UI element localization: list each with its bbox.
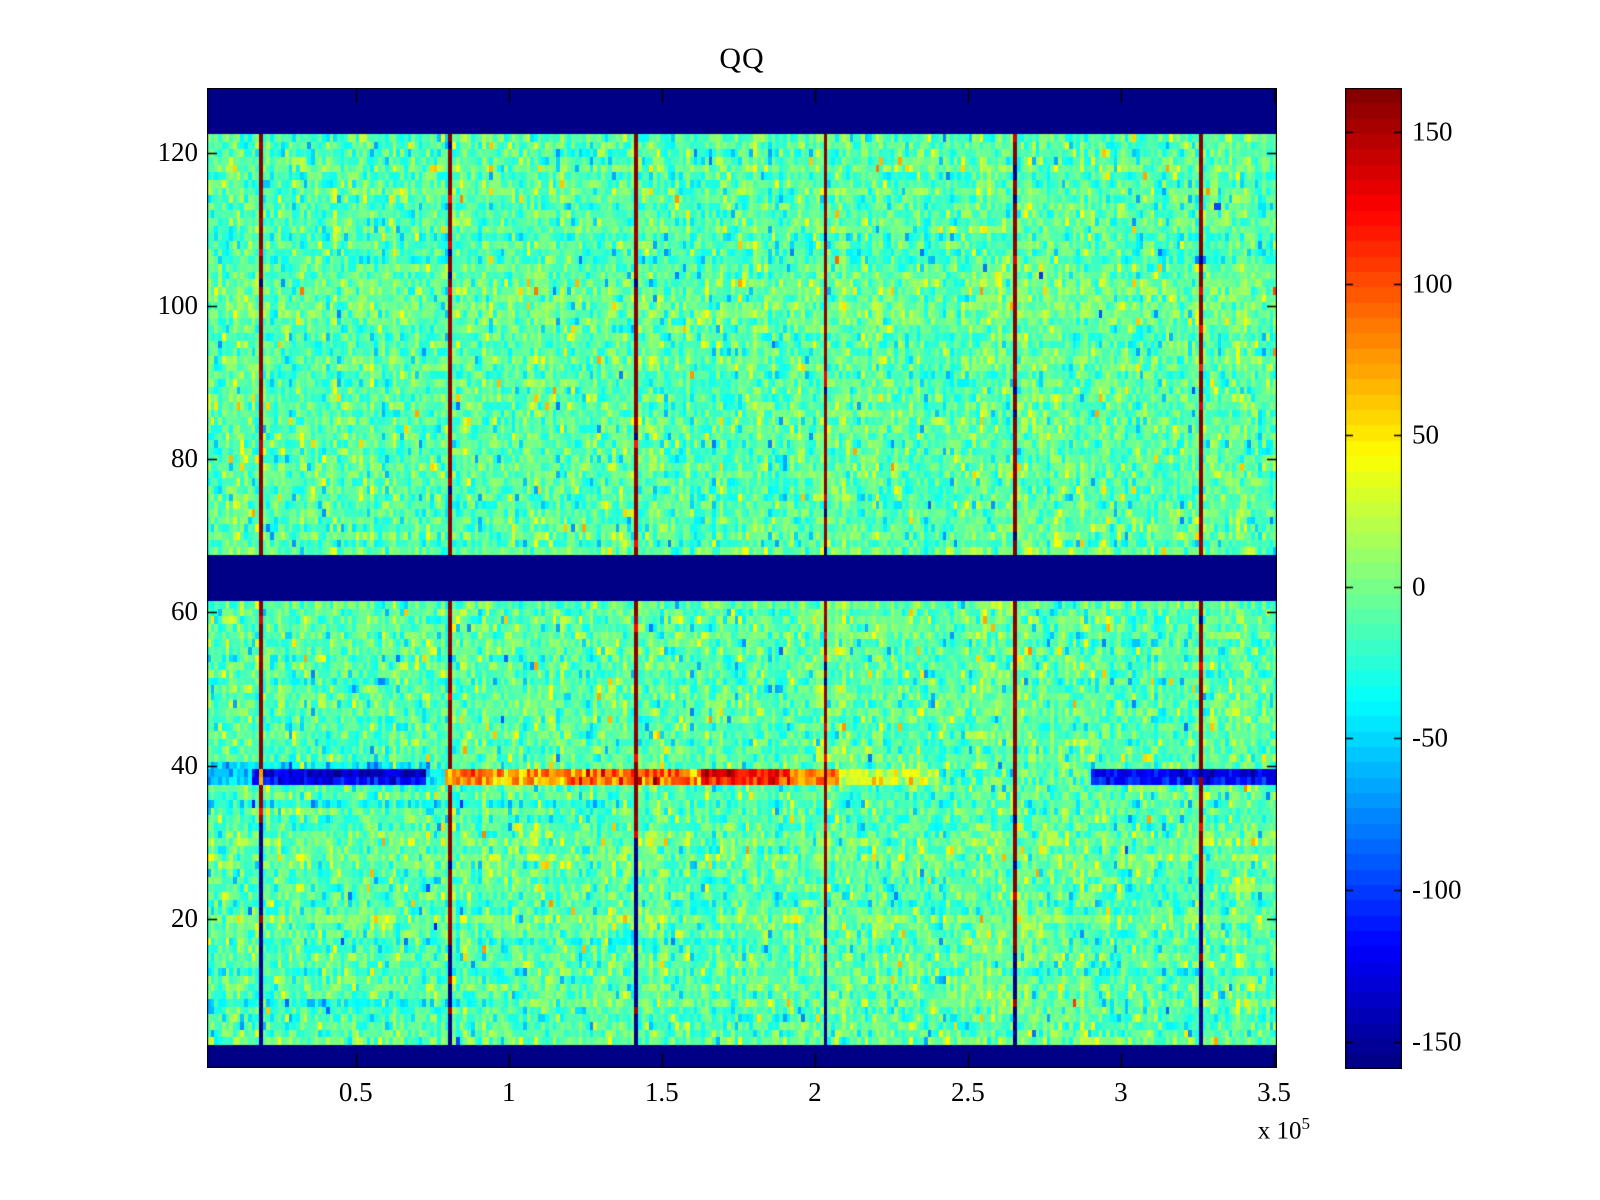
heatmap-plot-area — [207, 88, 1277, 1068]
chart-title: QQ — [719, 42, 765, 75]
x-tick-label: 1 — [502, 1077, 516, 1107]
colorbar — [1345, 88, 1402, 1069]
x-tick-label: 0.5 — [338, 1077, 373, 1107]
y-tick-label: 100 — [157, 290, 199, 321]
y-tick-label: 20 — [171, 902, 198, 933]
x-tick-label: 3 — [1114, 1077, 1128, 1107]
colorbar-tick-label: -50 — [1412, 722, 1448, 753]
y-tick-label: 120 — [157, 137, 199, 168]
x-axis-exponent-label: x 105 — [1060, 1114, 1310, 1145]
exponent-base: x 10 — [1257, 1117, 1302, 1145]
colorbar-tick-label: 50 — [1412, 419, 1439, 450]
x-tick-label: 2.5 — [951, 1077, 985, 1107]
x-tick-label: 1.5 — [644, 1077, 679, 1107]
colorbar-tick-label: 0 — [1412, 571, 1426, 602]
exponent-power: 5 — [1301, 1114, 1311, 1133]
y-tick-label: 40 — [171, 749, 198, 780]
x-tick-label: 2 — [808, 1077, 822, 1107]
y-tick-label: 60 — [171, 596, 198, 627]
y-tick-label: 80 — [171, 443, 198, 474]
colorbar-tick-label: 100 — [1412, 268, 1453, 299]
colorbar-tick-label: -100 — [1412, 874, 1462, 905]
colorbar-tick-label: -150 — [1412, 1026, 1462, 1057]
x-tick-label: 3.5 — [1257, 1077, 1291, 1107]
colorbar-tick-label: 150 — [1412, 116, 1453, 147]
